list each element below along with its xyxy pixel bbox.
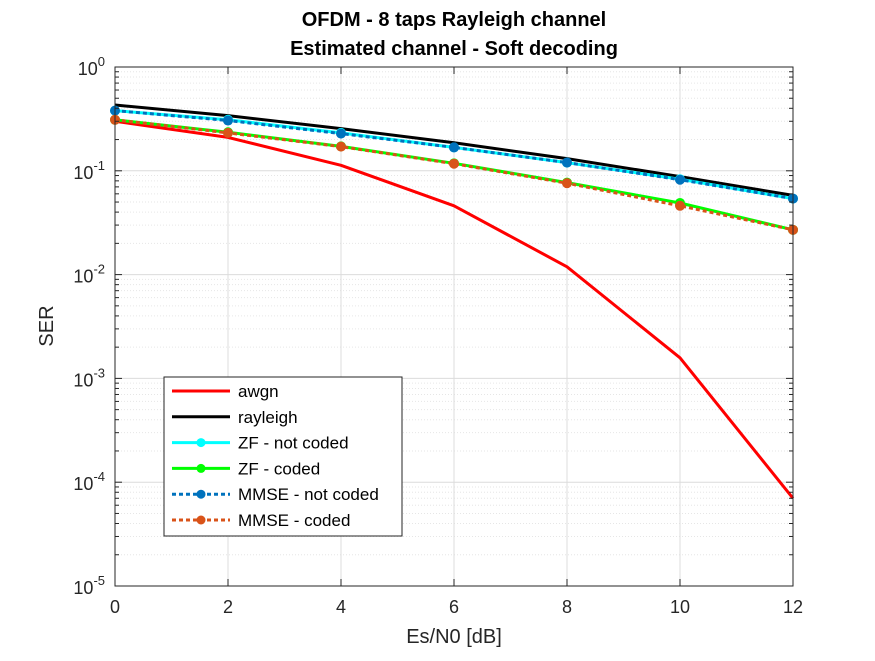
x-tick-label: 8 xyxy=(562,597,572,617)
series-group xyxy=(110,103,798,500)
y-tick-label: 10-3 xyxy=(73,365,105,390)
series-point-mmse-coded xyxy=(562,178,572,189)
y-tick-label: 10-5 xyxy=(73,573,105,598)
legend: awgn rayleigh ZF - not coded ZF - coded MMSE… xyxy=(163,376,403,537)
series-point-mmse-not-coded xyxy=(675,174,685,185)
legend-marker-zf-not-coded xyxy=(196,438,206,448)
x-tick-label: 10 xyxy=(670,597,690,617)
legend-box xyxy=(163,376,403,537)
series-point-mmse-not-coded xyxy=(449,142,459,153)
x-tick-label: 12 xyxy=(783,597,803,617)
legend-label-zf-coded: ZF - coded xyxy=(238,459,320,478)
x-tick-label: 6 xyxy=(449,597,459,617)
series-point-mmse-coded xyxy=(675,200,685,211)
legend-label-mmse-not-coded: MMSE - not coded xyxy=(238,485,379,504)
y-tick-label: 10-1 xyxy=(73,158,105,183)
x-tick-label: 0 xyxy=(110,597,120,617)
legend-label-mmse-coded: MMSE - coded xyxy=(238,511,350,530)
legend-label-rayleigh: rayleigh xyxy=(238,408,298,427)
series-point-mmse-coded xyxy=(449,158,459,169)
legend-label-awgn: awgn xyxy=(238,382,279,401)
legend-marker-zf-coded xyxy=(196,463,206,473)
grid xyxy=(114,66,794,587)
series-point-mmse-coded xyxy=(336,141,346,152)
chart-title-line-2: Estimated channel - Soft decoding xyxy=(290,38,618,60)
y-axis-label: SER xyxy=(36,305,58,346)
x-tick-label: 4 xyxy=(336,597,346,617)
legend-marker-mmse-coded xyxy=(196,515,206,525)
y-tick-label: 10-4 xyxy=(73,469,105,494)
y-tick-label: 10-2 xyxy=(73,262,105,287)
ticks: 100 10-1 10-2 10-3 10-4 10-50 2 4 6 8 10 12 xyxy=(73,54,803,617)
x-axis-label: Es/N0 [dB] xyxy=(406,626,502,648)
legend-label-zf-not-coded: ZF - not coded xyxy=(238,434,349,453)
x-tick-label: 2 xyxy=(223,597,233,617)
legend-marker-mmse-not-coded xyxy=(196,489,206,499)
series-point-mmse-not-coded xyxy=(562,157,572,168)
series-point-mmse-not-coded xyxy=(336,128,346,139)
series-point-mmse-coded xyxy=(223,127,233,138)
y-tick-label: 100 xyxy=(78,54,105,79)
series-point-mmse-not-coded xyxy=(223,115,233,126)
chart-title-line-1: OFDM - 8 taps Rayleigh channel xyxy=(302,9,607,31)
